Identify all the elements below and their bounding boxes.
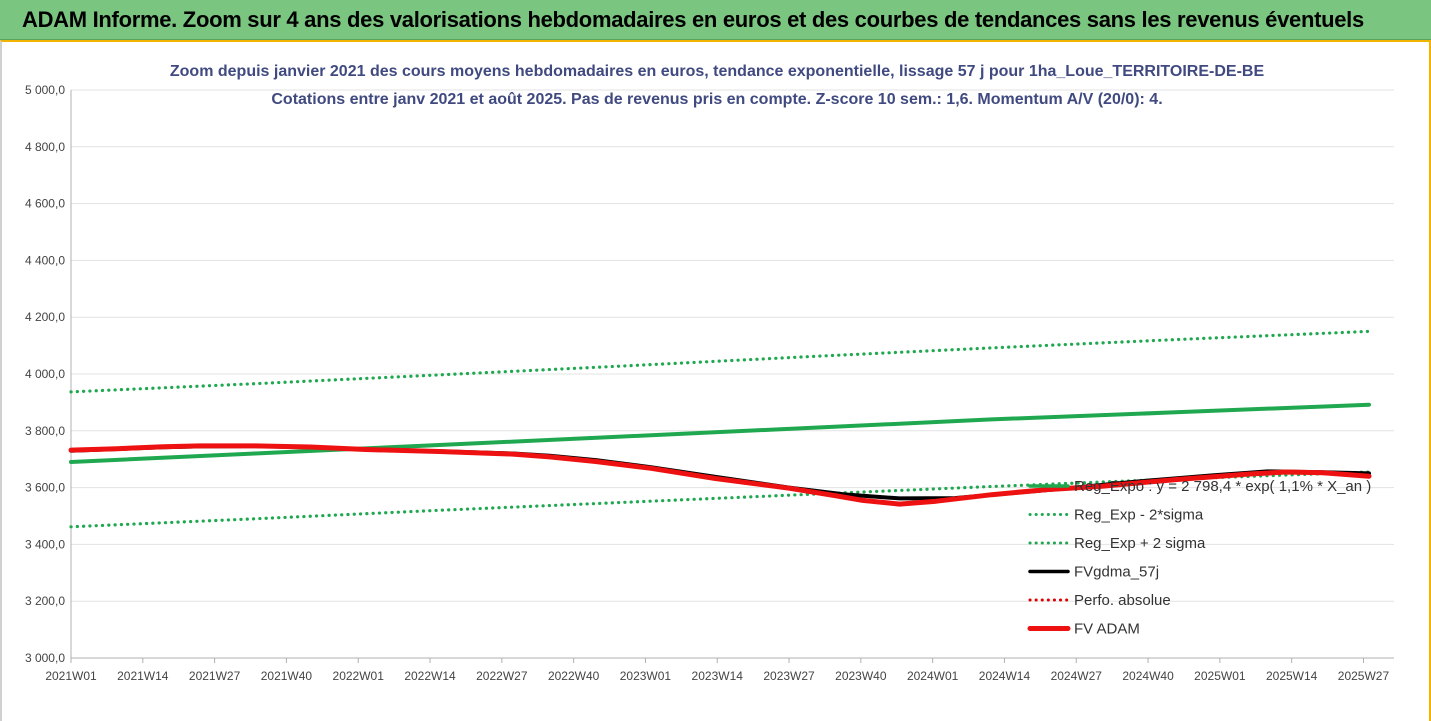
- x-tick-label: 2024W14: [979, 669, 1031, 683]
- y-tick-label: 3 400,0: [25, 537, 65, 551]
- x-tick-label: 2023W01: [620, 669, 672, 683]
- y-tick-label: 4 600,0: [25, 197, 65, 211]
- y-tick-label: 4 000,0: [25, 367, 65, 381]
- legend-label: FVgdma_57j: [1074, 564, 1159, 581]
- series-line-0: [69, 402, 1371, 464]
- x-tick-label: 2023W27: [763, 669, 815, 683]
- x-tick-label: 2023W40: [835, 669, 887, 683]
- legend-label: Reg_Exp - 2*sigma: [1074, 507, 1204, 524]
- x-tick-label: 2022W27: [476, 669, 528, 683]
- x-tick-label: 2021W27: [189, 669, 241, 683]
- y-tick-label: 4 200,0: [25, 310, 65, 324]
- grid-lines: [71, 89, 1394, 659]
- x-tick-label: 2022W40: [548, 669, 600, 683]
- y-axis: 5 000,0 4 800,0 4 600,0 4 400,0 4 200,0 4 000…: [25, 83, 72, 665]
- x-tick-label: 2025W27: [1338, 669, 1390, 683]
- chart-title: Zoom depuis janvier 2021 des cours moyen…: [170, 63, 1265, 80]
- x-tick-label: 2022W14: [404, 669, 456, 683]
- report-banner: ADAM Informe. Zoom sur 4 ans des valoris…: [0, 0, 1431, 40]
- legend-label: Perfo. absolue: [1074, 592, 1171, 609]
- x-tick-label: 2025W14: [1266, 669, 1318, 683]
- series-line-1: [69, 470, 1371, 529]
- x-tick-label: 2025W01: [1194, 669, 1246, 683]
- x-tick-label: 2021W14: [117, 669, 169, 683]
- x-axis: 2021W01 2021W14 2021W27 2021W40 2022W01 2022W…: [45, 658, 1389, 683]
- y-tick-label: 5 000,0: [25, 83, 65, 97]
- x-tick-label: 2023W14: [692, 669, 744, 683]
- legend-label: Reg_Exp + 2 sigma: [1074, 535, 1206, 552]
- legend: Reg_Expo : y = 2 798,4 * exp( 1,1% * X_a…: [1027, 478, 1371, 638]
- y-tick-label: 3 800,0: [25, 424, 65, 438]
- series-line-2: [69, 329, 1371, 394]
- x-tick-label: 2022W01: [333, 669, 385, 683]
- y-tick-label: 4 800,0: [25, 140, 65, 154]
- legend-label: FV ADAM: [1074, 621, 1140, 638]
- x-tick-label: 2021W40: [261, 669, 313, 683]
- y-tick-label: 3 000,0: [25, 651, 65, 665]
- y-tick-label: 3 200,0: [25, 594, 65, 608]
- chart-frame: Zoom depuis janvier 2021 des cours moyen…: [0, 40, 1431, 721]
- x-tick-label: 2024W27: [1051, 669, 1103, 683]
- x-tick-label: 2024W40: [1122, 669, 1174, 683]
- chart-subtitle: Cotations entre janv 2021 et août 2025. …: [271, 91, 1162, 108]
- series-line-5: [68, 443, 1372, 507]
- y-tick-label: 3 600,0: [25, 481, 65, 495]
- x-tick-label: 2024W01: [907, 669, 959, 683]
- chart: Zoom depuis janvier 2021 des cours moyen…: [25, 63, 1394, 683]
- y-tick-label: 4 400,0: [25, 253, 65, 267]
- report-title: ADAM Informe. Zoom sur 4 ans des valoris…: [22, 7, 1364, 32]
- legend-label: Reg_Expo : y = 2 798,4 * exp( 1,1% * X_a…: [1074, 478, 1371, 495]
- series-lines: [68, 329, 1372, 529]
- x-tick-label: 2021W01: [45, 669, 97, 683]
